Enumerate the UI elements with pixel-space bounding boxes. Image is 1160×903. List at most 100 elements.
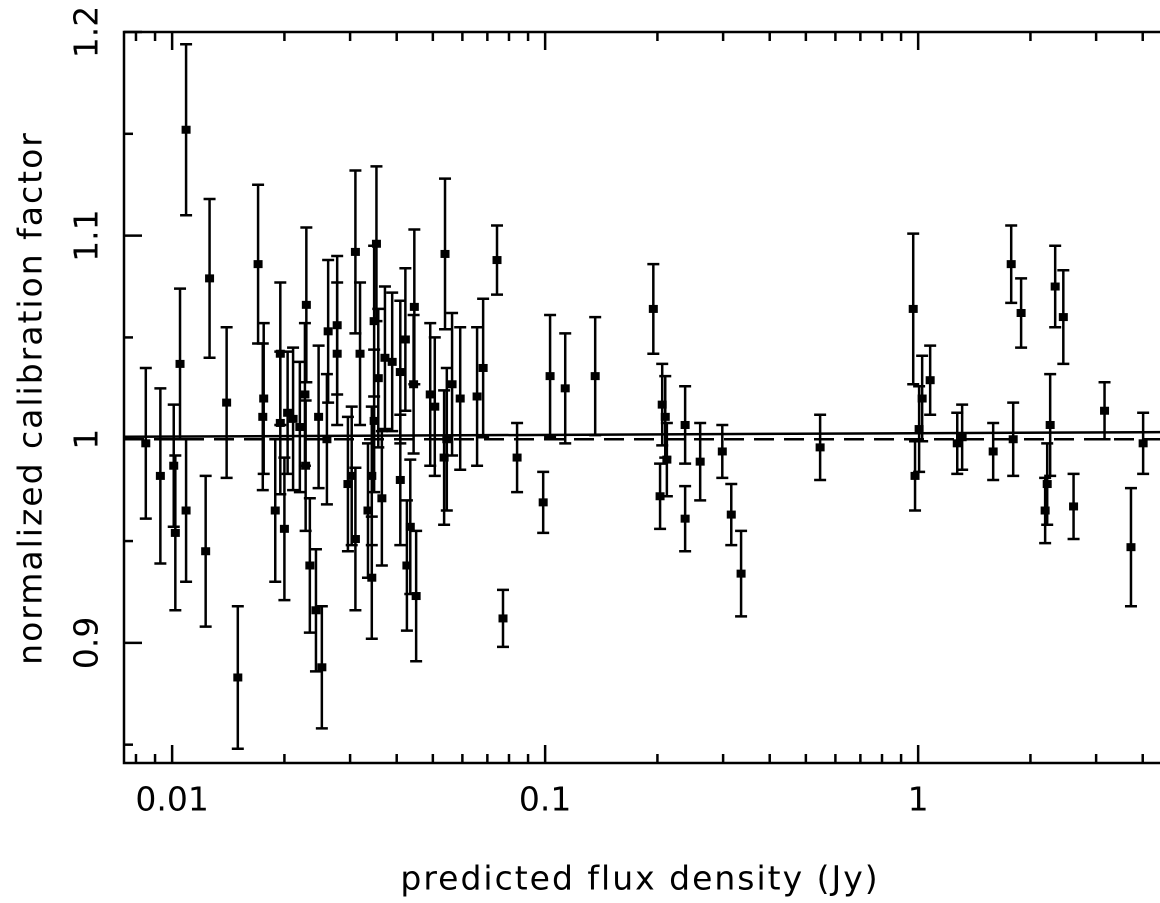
data-point xyxy=(680,514,690,523)
data-point xyxy=(367,471,377,480)
data-point xyxy=(275,349,285,358)
data-point xyxy=(914,425,924,434)
data-point xyxy=(288,414,298,423)
data-point xyxy=(430,402,440,411)
data-point xyxy=(717,447,727,456)
data-point xyxy=(988,447,998,456)
data-point xyxy=(395,368,405,377)
data-point xyxy=(917,394,927,403)
data-point xyxy=(317,663,327,672)
data-point xyxy=(910,471,920,480)
data-point xyxy=(253,260,263,269)
y-tick-label: 1.2 xyxy=(67,6,106,58)
data-point xyxy=(259,394,269,403)
data-point xyxy=(439,453,449,462)
x-tick-label: 1 xyxy=(908,780,929,819)
data-point xyxy=(1069,502,1079,511)
data-point xyxy=(662,455,672,464)
data-point xyxy=(222,398,232,407)
data-point xyxy=(350,247,360,256)
data-point xyxy=(1006,260,1016,269)
data-point xyxy=(472,392,482,401)
data-point xyxy=(590,372,600,381)
data-point xyxy=(175,359,185,368)
data-point xyxy=(908,304,918,313)
data-point xyxy=(1040,506,1050,515)
y-axis-label: normalized calibration factor xyxy=(11,131,50,665)
data-point xyxy=(155,471,165,480)
data-point xyxy=(440,249,450,258)
data-point xyxy=(957,433,967,442)
data-point xyxy=(343,480,353,489)
data-point xyxy=(498,614,508,623)
data-point xyxy=(1008,435,1018,444)
data-point xyxy=(409,302,419,311)
data-point xyxy=(205,274,215,283)
data-point xyxy=(181,506,191,515)
data-point xyxy=(655,492,665,501)
x-tick-label: 0.1 xyxy=(519,780,571,819)
data-point xyxy=(141,439,151,448)
data-point xyxy=(538,498,548,507)
data-point xyxy=(395,475,405,484)
data-point xyxy=(442,435,452,444)
data-point xyxy=(169,461,179,470)
data-point xyxy=(300,390,310,399)
data-point xyxy=(332,349,342,358)
axis-frame xyxy=(122,30,1160,765)
data-point xyxy=(1016,308,1026,317)
data-point xyxy=(270,506,280,515)
data-point xyxy=(233,673,243,682)
data-point xyxy=(660,412,670,421)
data-point xyxy=(1138,439,1148,448)
data-point xyxy=(367,573,377,582)
data-point xyxy=(279,524,289,533)
reference-line xyxy=(123,430,1160,439)
data-point xyxy=(1045,420,1055,429)
data-point xyxy=(952,439,962,448)
data-point xyxy=(402,561,412,570)
data-point xyxy=(322,435,332,444)
data-point xyxy=(425,390,435,399)
data-point xyxy=(815,443,825,452)
data-point xyxy=(377,494,387,503)
y-tick-label: 0.9 xyxy=(67,617,106,669)
data-point xyxy=(1126,543,1136,552)
data-point xyxy=(560,384,570,393)
data-point xyxy=(736,569,746,578)
data-point xyxy=(405,522,415,531)
data-point xyxy=(283,408,293,417)
data-point xyxy=(680,420,690,429)
data-point xyxy=(170,528,180,537)
data-point xyxy=(311,606,321,615)
data-point xyxy=(355,349,365,358)
data-point xyxy=(478,363,488,372)
data-point xyxy=(350,535,360,544)
data-point xyxy=(695,457,705,466)
data-point xyxy=(411,592,421,601)
data-point xyxy=(1058,313,1068,322)
data-point xyxy=(545,372,555,381)
data-point xyxy=(1042,480,1052,489)
x-axis-label: predicted flux density (Jy) xyxy=(400,859,879,898)
x-tick-label: 0.01 xyxy=(135,780,208,819)
data-point xyxy=(648,304,658,313)
data-point xyxy=(1050,282,1060,291)
data-point xyxy=(301,300,311,309)
data-point xyxy=(295,423,305,432)
data-point xyxy=(387,357,397,366)
data-point xyxy=(492,256,502,265)
data-point xyxy=(1100,406,1110,415)
data-point xyxy=(512,453,522,462)
data-point xyxy=(657,400,667,409)
data-point xyxy=(400,335,410,344)
data-point xyxy=(726,510,736,519)
data-point xyxy=(447,380,457,389)
data-point xyxy=(373,374,383,383)
data-point xyxy=(380,353,390,362)
data-point xyxy=(455,394,465,403)
data-point xyxy=(369,416,379,425)
data-point xyxy=(314,412,324,421)
y-tick-label: 1 xyxy=(67,429,106,450)
